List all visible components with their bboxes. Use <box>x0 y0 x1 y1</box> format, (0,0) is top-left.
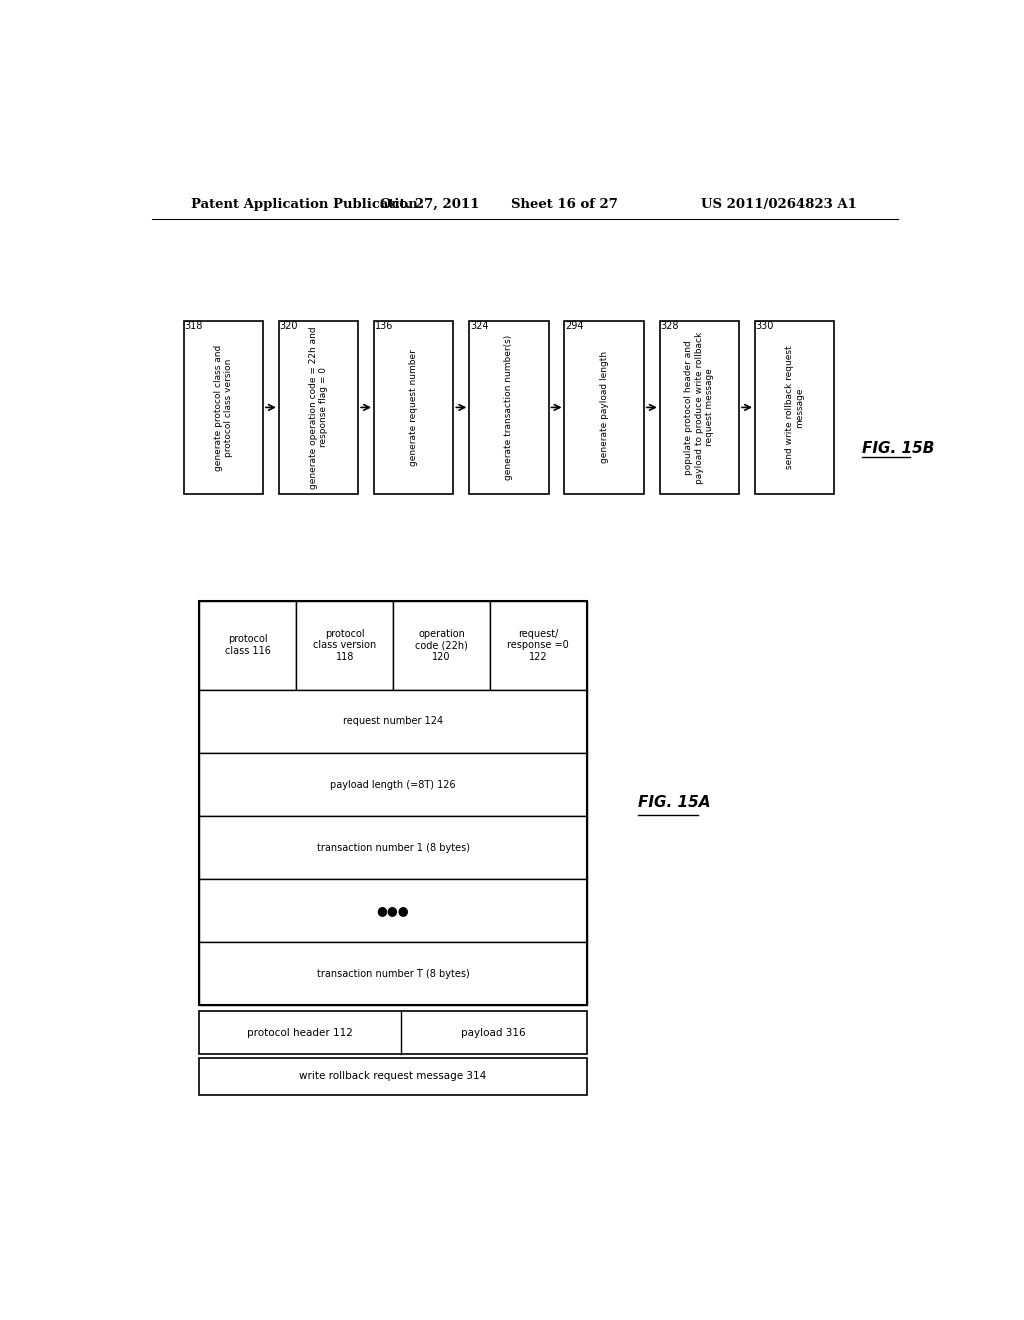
Text: transaction number 1 (8 bytes): transaction number 1 (8 bytes) <box>316 842 470 853</box>
Bar <box>564 321 644 494</box>
Bar <box>183 321 263 494</box>
Bar <box>296 601 393 690</box>
Text: Oct. 27, 2011: Oct. 27, 2011 <box>380 198 479 211</box>
Text: protocol header 112: protocol header 112 <box>247 1027 353 1038</box>
Bar <box>200 690 587 752</box>
Text: 294: 294 <box>565 321 584 331</box>
Text: FIG. 15B: FIG. 15B <box>862 441 935 455</box>
Text: US 2011/0264823 A1: US 2011/0264823 A1 <box>700 198 857 211</box>
Bar <box>659 321 739 494</box>
Text: operation
code (22h)
120: operation code (22h) 120 <box>415 628 468 661</box>
Text: 328: 328 <box>660 321 679 331</box>
Bar <box>374 321 454 494</box>
Bar <box>200 601 587 1005</box>
Text: transaction number T (8 bytes): transaction number T (8 bytes) <box>316 969 469 978</box>
Text: generate payload length: generate payload length <box>600 351 608 463</box>
Text: generate operation code = 22h and
response flag = 0: generate operation code = 22h and respon… <box>309 326 328 488</box>
Bar <box>200 1057 587 1094</box>
Text: 136: 136 <box>375 321 393 331</box>
Bar <box>200 879 587 942</box>
Text: request/
response =0
122: request/ response =0 122 <box>508 628 569 661</box>
Bar <box>200 1011 587 1053</box>
Text: payload 316: payload 316 <box>462 1027 526 1038</box>
Text: send write rollback request
message: send write rollback request message <box>785 346 804 469</box>
Text: write rollback request message 314: write rollback request message 314 <box>299 1072 486 1081</box>
Text: 320: 320 <box>280 321 298 331</box>
Text: 324: 324 <box>470 321 488 331</box>
Text: FIG. 15A: FIG. 15A <box>638 795 711 810</box>
Text: 318: 318 <box>184 321 203 331</box>
Text: protocol
class version
118: protocol class version 118 <box>313 628 376 661</box>
Text: generate transaction number(s): generate transaction number(s) <box>505 335 513 480</box>
Bar <box>279 321 358 494</box>
Text: generate protocol class and
protocol class version: generate protocol class and protocol cla… <box>214 345 232 470</box>
Text: Patent Application Publication: Patent Application Publication <box>191 198 418 211</box>
Text: Sheet 16 of 27: Sheet 16 of 27 <box>511 198 617 211</box>
Text: payload length (=8T) 126: payload length (=8T) 126 <box>331 780 456 789</box>
Text: request number 124: request number 124 <box>343 717 443 726</box>
Bar <box>393 601 489 690</box>
Bar <box>755 321 835 494</box>
Bar <box>200 942 587 1005</box>
Bar <box>200 816 587 879</box>
Bar <box>200 752 587 816</box>
Text: 330: 330 <box>756 321 774 331</box>
Bar <box>200 601 296 690</box>
Text: protocol
class 116: protocol class 116 <box>225 635 270 656</box>
Text: ●●●: ●●● <box>377 904 410 917</box>
Bar <box>469 321 549 494</box>
Text: generate request number: generate request number <box>410 348 418 466</box>
Bar <box>489 601 587 690</box>
Text: populate protocol header and
payload to produce write rollback
request message: populate protocol header and payload to … <box>684 331 715 483</box>
